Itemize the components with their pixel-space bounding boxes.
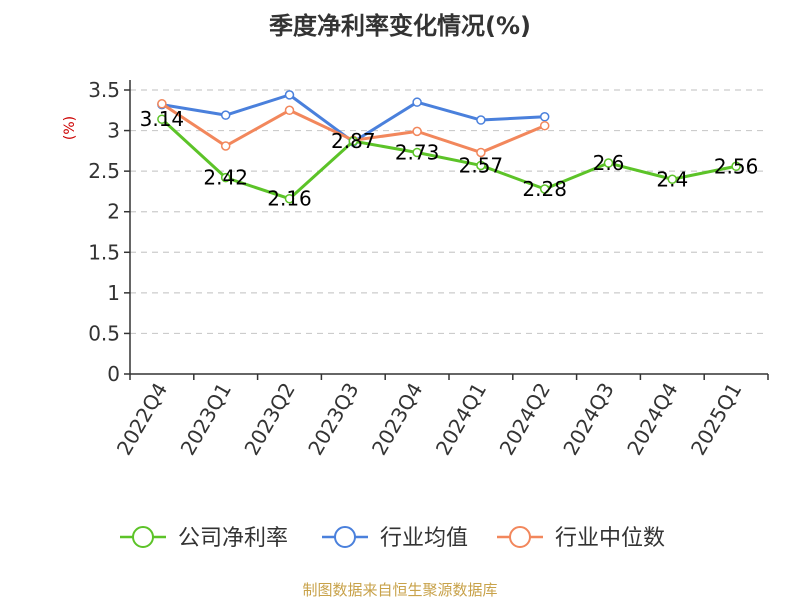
data-point[interactable] — [603, 158, 614, 168]
x-tick-label: 2023Q3 — [303, 379, 363, 460]
y-tick-label: 3.5 — [88, 78, 120, 102]
legend-item[interactable]: 行业均值 — [322, 526, 468, 551]
data-label: 2.73 — [395, 140, 440, 164]
x-tick-label: 2023Q1 — [176, 379, 236, 460]
data-label: 2.87 — [331, 129, 376, 153]
data-point[interactable] — [412, 97, 422, 107]
data-label: 2.16 — [267, 187, 312, 211]
x-tick-label: 2024Q4 — [622, 379, 682, 460]
data-point[interactable] — [731, 161, 741, 172]
data-point[interactable] — [348, 136, 359, 146]
data-point[interactable] — [220, 141, 231, 151]
data-point[interactable] — [539, 184, 550, 194]
data-point[interactable] — [667, 174, 678, 185]
y-tick-label: 0.5 — [88, 321, 120, 345]
y-tick-label: 1.5 — [88, 240, 120, 264]
data-point[interactable] — [539, 120, 550, 131]
x-tick-label: 2023Q2 — [239, 379, 299, 460]
legend-label: 公司净利率 — [178, 526, 288, 551]
data-label: 3.14 — [140, 107, 185, 131]
data-point[interactable] — [539, 112, 550, 122]
data-point[interactable] — [476, 115, 486, 125]
data-point[interactable] — [476, 147, 486, 158]
x-tick-label: 2024Q1 — [431, 379, 491, 460]
x-tick-label: 2023Q4 — [367, 379, 427, 460]
chart-title: 季度净利率变化情况(%) — [269, 12, 531, 40]
legend-swatch-marker — [334, 526, 356, 548]
data-point[interactable] — [412, 126, 422, 137]
series-0 — [157, 114, 741, 204]
legend-swatch-marker — [509, 526, 531, 548]
data-point[interactable] — [412, 147, 422, 158]
data-point[interactable] — [284, 105, 295, 116]
y-tick-label: 3 — [107, 119, 120, 143]
data-label: 2.4 — [656, 167, 688, 191]
data-point[interactable] — [284, 90, 295, 100]
x-tick-label: 2025Q1 — [686, 379, 746, 460]
y-tick-label: 0 — [107, 362, 120, 386]
y-axis-label: (%) — [62, 116, 78, 140]
series-lines — [157, 90, 741, 204]
data-point[interactable] — [157, 99, 167, 109]
y-tick-label: 2 — [107, 200, 120, 224]
data-point[interactable] — [220, 110, 231, 120]
grid-lines — [130, 89, 768, 335]
data-point[interactable] — [476, 160, 486, 171]
x-tick-label: 2024Q2 — [495, 379, 555, 460]
data-point[interactable] — [284, 193, 295, 204]
data-point[interactable] — [157, 114, 167, 124]
y-tick-label: 2.5 — [88, 159, 120, 183]
data-label: 2.6 — [593, 151, 625, 175]
legend-item[interactable]: 行业中位数 — [497, 526, 665, 551]
data-label: 2.57 — [459, 153, 504, 177]
y-tick-label: 1 — [107, 281, 120, 305]
data-label: 2.42 — [203, 166, 248, 190]
data-label: 2.28 — [522, 177, 567, 201]
series-line — [160, 118, 737, 201]
legend-swatch-marker — [132, 526, 154, 548]
source-note: 制图数据来自恒生聚源数据库 — [302, 581, 497, 599]
data-point[interactable] — [220, 172, 231, 183]
legend-label: 行业均值 — [380, 526, 468, 551]
legend-item[interactable]: 公司净利率 — [120, 526, 288, 551]
data-labels: 3.14 2.42 2.16 2.87 2.73 2.57 2.28 2.6 2.4 2.56 — [140, 107, 759, 211]
legend-label: 行业中位数 — [555, 526, 665, 551]
x-tick-label: 2022Q4 — [112, 379, 172, 460]
legend[interactable]: 公司净利率 行业均值 行业中位数 — [120, 526, 665, 551]
data-label: 2.56 — [714, 154, 759, 178]
x-tick-label: 2024Q3 — [558, 379, 618, 460]
